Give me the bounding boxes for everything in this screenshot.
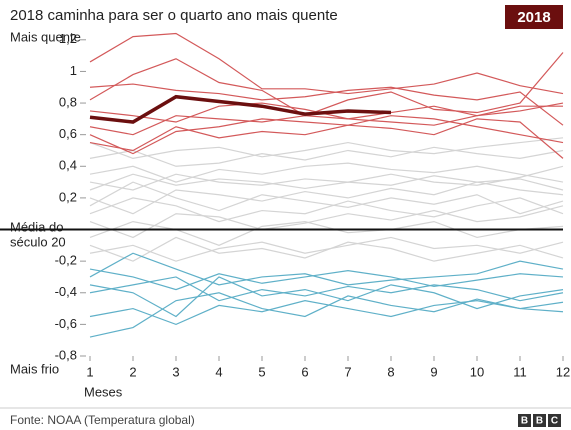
x-tick-label: 2 <box>129 364 136 379</box>
y-tick-label: -0,8 <box>55 347 77 362</box>
series-line <box>89 146 564 167</box>
logo-box <box>548 414 561 427</box>
series-line <box>89 115 564 155</box>
badge: 2018 <box>517 9 550 26</box>
x-tick-label: 5 <box>258 364 265 379</box>
x-tick-label: 10 <box>470 364 484 379</box>
series-line <box>89 83 564 126</box>
zero-label: Média do <box>10 219 63 234</box>
series-line <box>89 105 563 136</box>
x-axis-label: Meses <box>84 384 123 399</box>
y-tick-label: -0,4 <box>55 284 77 299</box>
logo-letter: C <box>551 416 558 427</box>
series-line <box>89 32 564 95</box>
series-line <box>89 276 564 318</box>
y-tick-label: -0,2 <box>55 253 77 268</box>
series-line <box>89 197 564 223</box>
y-tick-label: -0,6 <box>55 316 77 331</box>
zero-label: século 20 <box>10 234 66 249</box>
y-tick-label: 0,8 <box>59 94 77 109</box>
series-line <box>89 220 564 246</box>
series-line <box>89 252 564 286</box>
x-tick-label: 3 <box>172 364 179 379</box>
series-line <box>89 292 564 338</box>
series-line <box>89 137 564 160</box>
y-tick-label: 0,4 <box>59 158 77 173</box>
series-line <box>89 181 564 215</box>
x-tick-label: 9 <box>430 364 437 379</box>
x-tick-label: 12 <box>556 364 570 379</box>
series-line <box>89 300 564 326</box>
series-line <box>89 268 564 291</box>
series-line <box>89 165 564 191</box>
bottom-label: Mais frio <box>10 361 59 376</box>
x-tick-label: 11 <box>513 364 527 379</box>
y-tick-label: 1,2 <box>59 31 77 46</box>
y-tick-label: 1 <box>70 63 77 78</box>
x-tick-label: 8 <box>387 364 394 379</box>
logo-box <box>533 414 546 427</box>
series-line <box>89 52 564 117</box>
series-line <box>89 118 564 159</box>
source: Fonte: NOAA (Temperatura global) <box>10 413 195 427</box>
y-tick-label: 0,2 <box>59 189 77 204</box>
y-tick-label: 0,6 <box>59 126 77 141</box>
logo-letter: B <box>521 416 528 427</box>
logo-box <box>518 414 531 427</box>
series-line <box>89 173 564 191</box>
x-tick-label: 4 <box>215 364 222 379</box>
series-line <box>89 181 564 215</box>
x-tick-label: 1 <box>86 364 93 379</box>
logo-letter: B <box>536 416 543 427</box>
series-line <box>89 205 564 239</box>
series-line <box>89 236 564 262</box>
badge-box <box>505 5 563 29</box>
series-line <box>89 236 564 262</box>
series-line <box>89 162 564 183</box>
subtitle: 2018 caminha para ser o quarto ano mais … <box>10 7 338 24</box>
x-tick-label: 6 <box>301 364 308 379</box>
series-line <box>89 94 392 124</box>
top-label: Mais quente <box>10 29 81 44</box>
x-tick-label: 7 <box>344 364 351 379</box>
series-line <box>89 276 564 302</box>
logo: B B C <box>518 414 561 427</box>
